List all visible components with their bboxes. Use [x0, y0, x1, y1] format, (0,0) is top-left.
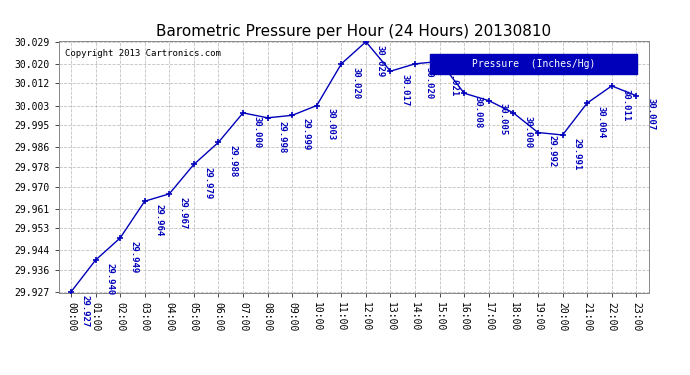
Text: 29.949: 29.949 [130, 241, 139, 273]
Text: 29.992: 29.992 [548, 135, 557, 168]
Text: Pressure  (Inches/Hg): Pressure (Inches/Hg) [472, 59, 595, 69]
Text: 29.979: 29.979 [204, 167, 213, 200]
Text: 29.999: 29.999 [302, 118, 311, 150]
Text: 30.005: 30.005 [499, 104, 508, 136]
Text: 29.927: 29.927 [81, 295, 90, 327]
Text: 30.021: 30.021 [449, 64, 458, 96]
Text: 30.029: 30.029 [375, 45, 384, 77]
Text: 29.998: 29.998 [277, 121, 286, 153]
Text: 30.008: 30.008 [474, 96, 483, 128]
Title: Barometric Pressure per Hour (24 Hours) 20130810: Barometric Pressure per Hour (24 Hours) … [156, 24, 551, 39]
Text: 29.967: 29.967 [179, 196, 188, 229]
Text: 29.940: 29.940 [106, 263, 115, 295]
Text: 29.964: 29.964 [155, 204, 164, 236]
Text: 30.000: 30.000 [523, 116, 532, 148]
Text: 30.004: 30.004 [597, 106, 606, 138]
Text: 30.003: 30.003 [326, 108, 335, 141]
Text: 29.988: 29.988 [228, 145, 237, 177]
FancyBboxPatch shape [431, 54, 637, 74]
Text: 30.017: 30.017 [400, 74, 409, 106]
Text: 30.000: 30.000 [253, 116, 262, 148]
Text: 30.011: 30.011 [622, 88, 631, 121]
Text: 30.020: 30.020 [425, 67, 434, 99]
Text: 30.020: 30.020 [351, 67, 360, 99]
Text: 29.991: 29.991 [572, 138, 581, 170]
Text: Copyright 2013 Cartronics.com: Copyright 2013 Cartronics.com [65, 49, 220, 58]
Text: 30.007: 30.007 [646, 99, 655, 131]
